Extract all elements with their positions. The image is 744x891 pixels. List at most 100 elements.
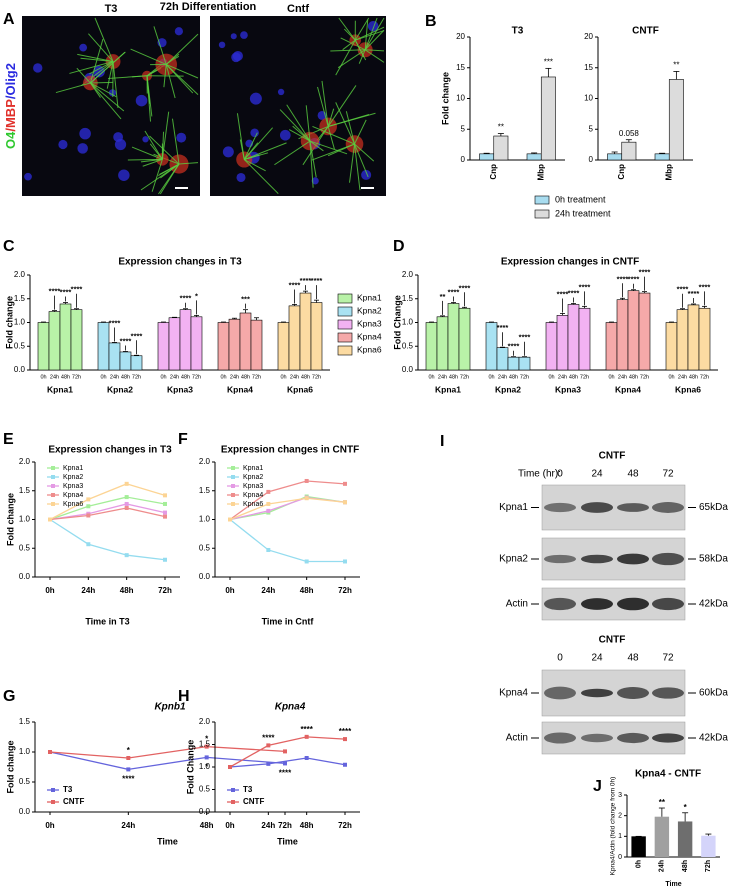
series-line (49, 496, 166, 521)
bar (190, 316, 203, 371)
process (309, 141, 314, 188)
legend-marker (231, 484, 235, 488)
point (163, 493, 167, 498)
panel-letter: D (393, 238, 405, 255)
bar (567, 304, 580, 371)
protein-label: Kpna1 (499, 502, 528, 513)
facet-title: CNTF (632, 26, 659, 37)
legend-label: Kpna3 (243, 483, 263, 490)
sub-tick-label: 0h (280, 374, 286, 380)
point (304, 496, 309, 501)
process (144, 130, 163, 160)
y-tick-label: 0 (618, 854, 622, 861)
point (126, 756, 131, 760)
significance: **** (688, 289, 700, 298)
process (94, 17, 114, 62)
bar (701, 835, 716, 857)
protein-label: Actin (506, 599, 528, 610)
x-axis-label: Time (277, 836, 298, 846)
sub-tick-label: 0h (220, 374, 226, 380)
x-tick-label: 24h (81, 586, 95, 595)
significance: **** (60, 288, 72, 297)
process (90, 82, 117, 98)
process (355, 26, 385, 41)
bar (479, 153, 495, 161)
nucleus (240, 31, 248, 39)
significance: * (684, 803, 688, 812)
nucleus (230, 33, 237, 40)
panel-letter: F (178, 431, 188, 448)
blot-band (581, 598, 613, 610)
significance: **** (289, 280, 301, 289)
process (354, 143, 369, 178)
nucleus (361, 169, 372, 180)
sub-tick-label: 72h (312, 374, 321, 380)
bar (310, 302, 323, 371)
lane-label: 0 (557, 653, 563, 664)
y-tick-label: 2.0 (402, 270, 414, 279)
process (349, 143, 356, 183)
significance: ** (498, 123, 504, 132)
sub-tick-label: 0h (668, 374, 674, 380)
legend-swatch (534, 209, 550, 219)
significance: **** (639, 268, 651, 277)
significance: **** (180, 294, 192, 303)
lane-label: 0 (557, 469, 563, 480)
y-tick-label: 1.5 (19, 486, 31, 495)
point (124, 481, 129, 486)
y-tick-label: 0.5 (402, 341, 414, 350)
y-tick-label: 2 (618, 813, 622, 820)
lane-label: 48 (627, 469, 639, 480)
sub-tick-label: 72h (132, 374, 141, 380)
y-tick-label: 5 (461, 124, 466, 133)
significance: **** (120, 336, 132, 345)
sub-tick-label: 0h (100, 374, 106, 380)
y-tick-label: 2.0 (19, 457, 31, 466)
sub-tick-label: 48h (629, 374, 638, 380)
process (166, 63, 199, 79)
x-tick-label: Cnp (617, 164, 626, 180)
y-tick-label: 10 (584, 94, 593, 103)
legend-label: CNTF (63, 797, 84, 806)
legend-marker (51, 502, 55, 506)
process (327, 126, 335, 150)
significance: **** (339, 727, 352, 736)
group-label: Kpna2 (107, 384, 133, 394)
bar (665, 322, 678, 371)
nucleus (142, 136, 149, 143)
legend-swatch (337, 345, 353, 356)
process (279, 109, 311, 142)
nucleus (279, 129, 291, 141)
group-label: Kpna4 (615, 384, 641, 394)
sub-tick-label: 24h (618, 374, 627, 380)
process (364, 17, 378, 50)
point (48, 750, 52, 754)
significance: *** (544, 57, 553, 66)
point (304, 559, 309, 564)
process (354, 17, 370, 41)
bar (654, 816, 670, 857)
process (130, 48, 167, 65)
legend-label: Kpna6 (357, 344, 382, 354)
process (358, 49, 366, 64)
point (343, 762, 347, 767)
x-tick-label: 24h (261, 586, 275, 595)
point (163, 510, 167, 515)
bar (70, 309, 83, 371)
point (124, 506, 129, 510)
blot-band (581, 688, 613, 698)
blot-time-label: Time (hr): (518, 469, 561, 480)
x-tick-label: 48h (300, 586, 314, 595)
bar (157, 322, 170, 371)
bar (654, 153, 670, 161)
series-line (49, 503, 166, 521)
process (76, 67, 91, 84)
sub-tick-label: 24h (50, 374, 59, 380)
significance: **** (262, 734, 275, 743)
y-tick-label: 15 (584, 63, 593, 72)
y-tick-label: 5 (589, 124, 594, 133)
legend-label: T3 (243, 785, 253, 794)
significance: **** (122, 775, 135, 784)
sub-tick-label: 72h (192, 374, 201, 380)
legend-label: Kpna2 (243, 474, 263, 481)
